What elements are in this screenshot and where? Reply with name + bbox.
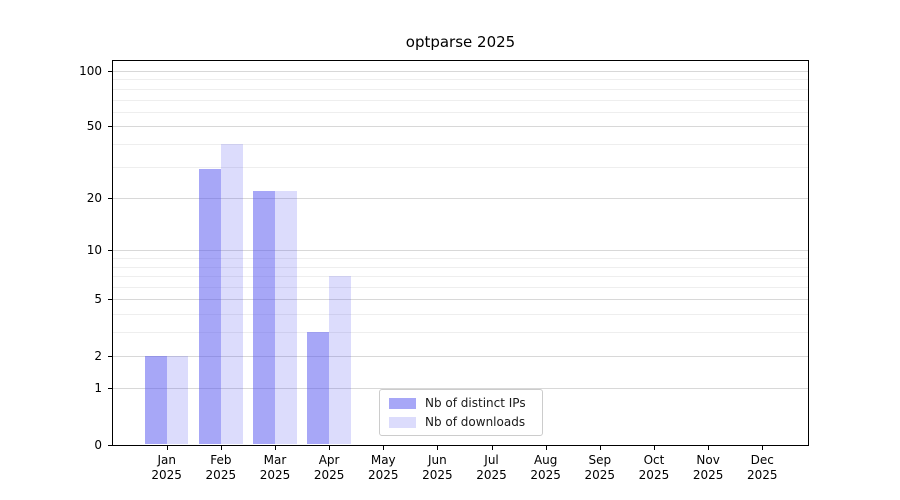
- x-tick-label: Feb 2025: [205, 452, 237, 482]
- x-tick-label: Jun 2025: [422, 452, 453, 482]
- y-tick: [108, 355, 112, 357]
- minor-gridline: [112, 88, 809, 90]
- minor-gridline: [112, 143, 809, 145]
- y-tick-label: 1: [94, 381, 102, 396]
- major-gridline: [112, 388, 809, 390]
- major-gridline: [112, 355, 809, 357]
- x-tick-label: Aug 2025: [530, 452, 561, 482]
- x-tick-label: Mar 2025: [259, 452, 291, 482]
- x-tick: [437, 445, 439, 450]
- minor-gridline: [112, 166, 809, 168]
- x-tick-label: Oct 2025: [638, 452, 670, 482]
- x-tick: [329, 445, 331, 450]
- x-tick-label: Sep 2025: [584, 452, 616, 482]
- y-tick: [108, 299, 112, 301]
- x-tick-label: Jan 2025: [151, 452, 182, 482]
- legend-item: Nb of distinct IPs: [389, 396, 533, 410]
- major-gridline: [112, 299, 809, 301]
- major-gridline: [112, 70, 809, 72]
- x-tick-label: Apr 2025: [313, 452, 345, 482]
- y-tick-label: 5: [94, 292, 102, 307]
- minor-gridline: [112, 111, 809, 113]
- x-tick: [220, 445, 222, 450]
- minor-gridline: [112, 99, 809, 101]
- y-tick: [108, 388, 112, 390]
- x-tick-label: Jul 2025: [476, 452, 507, 482]
- bar-distinct-ips-jan: [144, 355, 167, 445]
- y-tick: [108, 250, 112, 252]
- x-tick-label: May 2025: [367, 452, 399, 482]
- x-tick: [762, 445, 764, 450]
- bar-downloads-apr: [329, 276, 351, 445]
- y-tick: [108, 198, 112, 200]
- minor-gridline: [112, 79, 809, 81]
- x-tick: [599, 445, 601, 450]
- minor-gridline: [112, 258, 809, 260]
- legend-swatch-distinct-ips: [389, 397, 416, 409]
- minor-gridline: [112, 266, 809, 268]
- bar-downloads-feb: [220, 143, 243, 445]
- chart-title: optparse 2025: [405, 33, 516, 51]
- legend: Nb of distinct IPs Nb of downloads: [379, 389, 543, 436]
- minor-gridline: [112, 276, 809, 278]
- y-tick-label: 2: [94, 348, 102, 363]
- minor-gridline: [112, 287, 809, 289]
- bar-downloads-mar: [274, 190, 297, 445]
- x-tick-label: Dec 2025: [746, 452, 778, 482]
- bar-distinct-ips-apr: [307, 332, 330, 445]
- minor-gridline: [112, 332, 809, 334]
- major-gridline: [112, 126, 809, 128]
- x-tick: [545, 445, 547, 450]
- x-tick: [274, 445, 276, 450]
- x-tick-label: Nov 2025: [692, 452, 724, 482]
- bar-distinct-ips-feb: [199, 169, 221, 445]
- legend-item: Nb of downloads: [389, 415, 533, 429]
- y-tick-label: 20: [86, 191, 102, 206]
- y-tick-label: 10: [86, 243, 102, 258]
- legend-label: Nb of distinct IPs: [425, 396, 526, 410]
- legend-swatch-downloads: [389, 416, 416, 428]
- y-tick-label: 0: [94, 437, 102, 452]
- x-tick: [653, 445, 655, 450]
- y-tick-label: 100: [79, 63, 102, 78]
- y-tick: [108, 70, 112, 72]
- major-gridline: [112, 250, 809, 252]
- legend-label: Nb of downloads: [425, 415, 526, 429]
- y-tick: [108, 444, 112, 446]
- minor-gridline: [112, 314, 809, 316]
- bar-distinct-ips-mar: [253, 190, 275, 445]
- bar-downloads-jan: [166, 355, 189, 445]
- x-tick: [708, 445, 710, 450]
- x-tick: [491, 445, 493, 450]
- y-tick: [108, 126, 112, 128]
- x-tick: [166, 445, 168, 450]
- y-tick-label: 50: [86, 119, 102, 134]
- x-tick: [383, 445, 385, 450]
- major-gridline: [112, 198, 809, 200]
